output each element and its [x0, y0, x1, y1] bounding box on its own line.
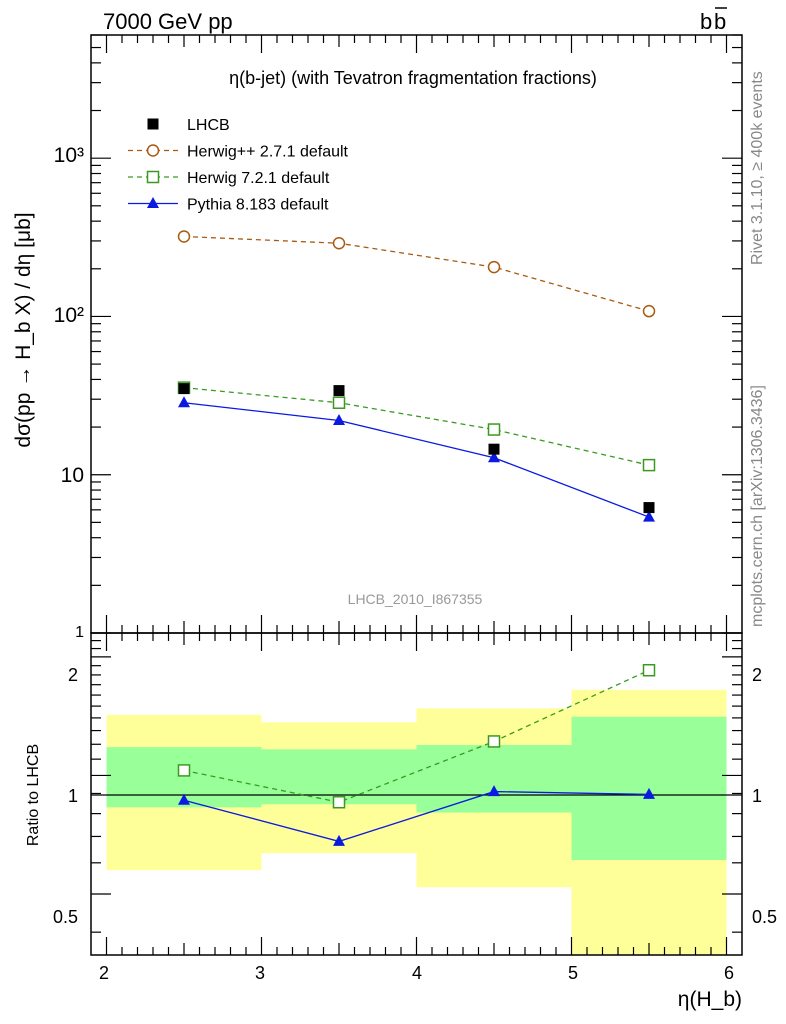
ratio-y-tick-1-right: 1 [752, 786, 762, 806]
ratio-point-pythia-8-183-default [488, 785, 500, 797]
legend-entry-lhcb: LHCB [147, 117, 230, 134]
x-tick-2: 2 [99, 963, 109, 983]
x-tick-6: 6 [724, 963, 734, 983]
legend-marker [147, 197, 159, 208]
ratio-point-herwig-7-2-1-default [332, 795, 346, 809]
x-tick-labels: 2 3 4 5 6 [99, 963, 734, 983]
point-pythia-8-183-default [643, 510, 655, 522]
main-axis-ticks [91, 34, 742, 634]
point-pythia-8-183-default [333, 414, 345, 426]
ratio-bands [106, 689, 727, 955]
point-pythia-8-183-default [488, 451, 500, 463]
ratio-panel: Ratio to LHCB 0.5 1 2 0.5 1 2 2 3 4 5 6 … [25, 632, 777, 1011]
legend-entry-pythia-8-183-default: Pythia 8.183 default [128, 197, 329, 214]
x-tick-4: 4 [412, 963, 422, 983]
point-herwig-2-7-1-default [332, 237, 346, 250]
rivet-label: Rivet 3.1.10, ≥ 400k events [749, 71, 766, 265]
legend-label: Pythia 8.183 default [187, 197, 329, 214]
legend-label: LHCB [187, 117, 230, 134]
point-lhcb [178, 383, 190, 395]
series-herwig-7-2-1-default [177, 381, 656, 472]
header-process-label: b b [700, 7, 727, 34]
point-herwig-7-2-1-default [332, 396, 346, 409]
legend-entry-herwig-7-2-1-default: Herwig 7.2.1 default [128, 170, 330, 187]
ratio-series [177, 663, 656, 846]
ratio-series-herwig-7-2-1-default [177, 663, 656, 809]
ratio-y-tick-2-right: 2 [752, 665, 762, 685]
ratio-y-tick-labels-right: 0.5 1 2 [752, 665, 777, 927]
ratio-y-tick-0.5-right: 0.5 [752, 907, 777, 927]
point-herwig-2-7-1-default [642, 304, 656, 318]
point-lhcb [333, 385, 345, 397]
ratio-line-pythia-8-183-default [183, 790, 650, 843]
header-energy-label: 7000 GeV pp [103, 9, 233, 34]
ratio-band-stat [416, 744, 572, 813]
y-tick-100: 10² [54, 304, 84, 327]
y-tick-1: 1 [75, 624, 84, 641]
ratio-point-herwig-7-2-1-default [642, 663, 656, 677]
ratio-point-pythia-8-183-default [643, 787, 655, 799]
legend-entry-herwig-2-7-1-default: Herwig++ 2.7.1 default [128, 144, 349, 161]
y-tick-1000: 10³ [54, 144, 84, 167]
header-process-b: b [700, 9, 712, 34]
ratio-axis-ticks [91, 633, 742, 955]
series-pythia-8-183-default [178, 396, 655, 522]
ratio-y-tick-0.5: 0.5 [53, 907, 78, 927]
point-lhcb [643, 502, 655, 514]
legend-label: Herwig 7.2.1 default [187, 170, 330, 187]
ratio-y-tick-2: 2 [68, 665, 78, 685]
legend-label: Herwig++ 2.7.1 default [187, 144, 349, 161]
main-y-tick-labels: 1 10 10² 10³ [54, 144, 84, 641]
ratio-y-tick-1: 1 [68, 786, 78, 806]
main-panel: η(b-jet) (with Tevatron fragmentation fr… [12, 34, 743, 641]
ratio-point-pythia-8-183-default [333, 834, 345, 846]
analysis-id: LHCB_2010_I867355 [348, 591, 483, 607]
y-tick-10: 10 [61, 464, 84, 487]
legend-marker [146, 170, 160, 184]
ratio-y-axis-label: Ratio to LHCB [25, 744, 42, 846]
point-herwig-2-7-1-default [177, 230, 191, 243]
series-line-herwig-2-7-1-default [183, 235, 650, 312]
series-lhcb [178, 383, 655, 514]
mcplots-label: mcplots.cern.ch [arXiv:1306.3436] [749, 385, 766, 627]
point-herwig-2-7-1-default [487, 260, 501, 274]
x-tick-5: 5 [568, 963, 578, 983]
legend-marker [146, 144, 160, 157]
main-title: η(b-jet) (with Tevatron fragmentation fr… [229, 68, 597, 88]
main-y-axis-label: dσ(pp → H_b X) / dη [μb] [12, 212, 35, 447]
series-line-pythia-8-183-default [183, 402, 650, 518]
main-series [177, 230, 656, 522]
series-herwig-2-7-1-default [177, 230, 656, 318]
header-process-bbar: b [714, 9, 726, 34]
x-tick-3: 3 [255, 963, 265, 983]
x-axis-label: η(H_b) [678, 988, 742, 1011]
ratio-series-pythia-8-183-default [178, 785, 655, 846]
point-herwig-7-2-1-default [487, 423, 501, 436]
legend: LHCB Herwig++ 2.7.1 default Herwig 7.2.1 d… [128, 117, 349, 214]
legend-marker [147, 118, 159, 130]
ratio-y-tick-labels-left: 0.5 1 2 [53, 665, 78, 927]
series-line-herwig-7-2-1-default [183, 386, 650, 466]
ratio-point-herwig-7-2-1-default [177, 764, 191, 777]
ratio-point-herwig-7-2-1-default [487, 735, 501, 748]
ratio-point-pythia-8-183-default [178, 793, 190, 805]
point-pythia-8-183-default [178, 396, 190, 408]
point-herwig-7-2-1-default [642, 458, 656, 472]
point-lhcb [488, 443, 500, 455]
